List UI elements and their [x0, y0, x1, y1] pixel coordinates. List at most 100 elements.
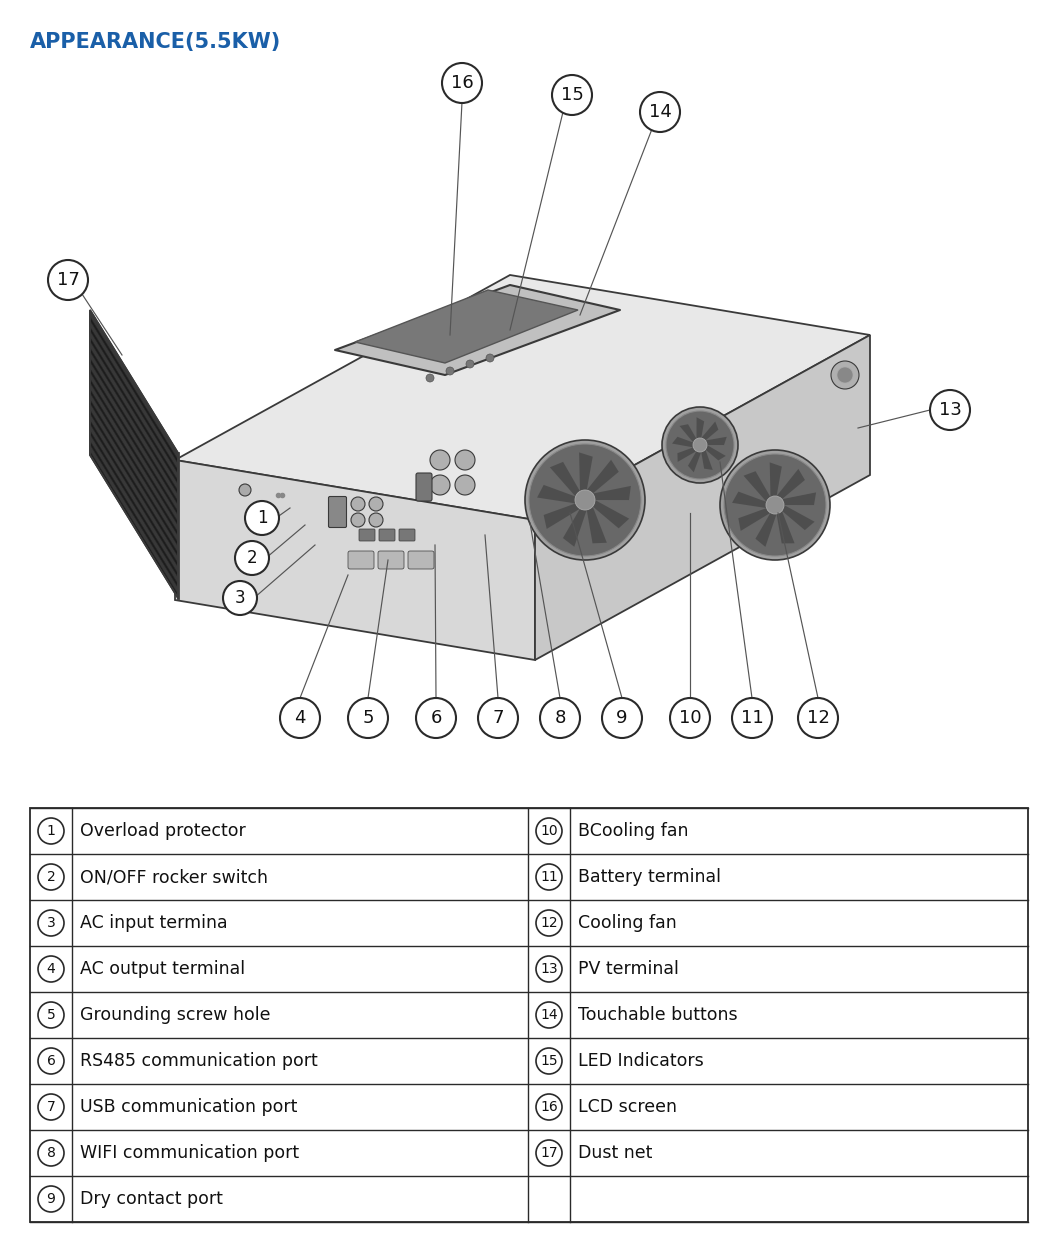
Polygon shape [90, 445, 178, 595]
Polygon shape [550, 462, 585, 501]
Text: 15: 15 [561, 85, 583, 104]
Circle shape [720, 450, 830, 560]
Text: Battery terminal: Battery terminal [578, 869, 721, 886]
Circle shape [223, 581, 257, 615]
Circle shape [536, 957, 562, 983]
Polygon shape [90, 372, 178, 522]
Polygon shape [679, 424, 700, 445]
Circle shape [430, 450, 450, 470]
Circle shape [38, 864, 64, 890]
Text: 15: 15 [541, 1054, 558, 1068]
Circle shape [837, 367, 853, 383]
Text: 2: 2 [47, 870, 55, 883]
Text: AC output terminal: AC output terminal [80, 960, 245, 978]
Circle shape [666, 411, 734, 479]
Circle shape [536, 1140, 562, 1166]
Polygon shape [700, 445, 712, 470]
Circle shape [442, 63, 482, 103]
FancyBboxPatch shape [359, 529, 375, 541]
Circle shape [38, 1140, 64, 1166]
Circle shape [732, 698, 772, 738]
Circle shape [602, 698, 642, 738]
Polygon shape [700, 445, 726, 461]
Text: 3: 3 [234, 589, 245, 607]
Circle shape [536, 864, 562, 890]
Circle shape [670, 698, 710, 738]
Circle shape [430, 475, 450, 496]
Polygon shape [700, 437, 727, 445]
Polygon shape [579, 452, 593, 501]
Circle shape [466, 361, 474, 368]
Polygon shape [90, 321, 178, 470]
Circle shape [831, 361, 859, 389]
Text: WIFI communication port: WIFI communication port [80, 1144, 299, 1162]
Circle shape [536, 1002, 562, 1028]
Polygon shape [756, 506, 777, 546]
Circle shape [38, 909, 64, 935]
Circle shape [529, 444, 641, 556]
Text: 12: 12 [807, 709, 829, 727]
Circle shape [724, 453, 826, 556]
Polygon shape [537, 484, 585, 503]
Polygon shape [688, 445, 702, 472]
Circle shape [552, 76, 591, 115]
Text: 5: 5 [363, 709, 374, 727]
Polygon shape [585, 486, 631, 501]
Polygon shape [90, 352, 178, 501]
Text: 2: 2 [247, 549, 258, 567]
Circle shape [48, 260, 88, 300]
Polygon shape [696, 418, 704, 445]
Text: AC input termina: AC input termina [80, 914, 228, 932]
Circle shape [798, 698, 838, 738]
Circle shape [245, 501, 279, 535]
Circle shape [38, 1186, 64, 1212]
Circle shape [693, 439, 707, 452]
FancyBboxPatch shape [378, 551, 404, 569]
Text: 17: 17 [56, 271, 80, 289]
Polygon shape [700, 421, 719, 445]
Circle shape [348, 698, 388, 738]
Polygon shape [335, 285, 620, 375]
Text: 16: 16 [450, 74, 474, 92]
Circle shape [478, 698, 518, 738]
Text: 9: 9 [47, 1192, 55, 1206]
Circle shape [536, 1048, 562, 1074]
Text: 6: 6 [430, 709, 442, 727]
Text: 9: 9 [616, 709, 628, 727]
Circle shape [426, 374, 434, 382]
Polygon shape [90, 341, 178, 491]
Circle shape [536, 818, 562, 844]
Circle shape [369, 497, 383, 510]
Polygon shape [770, 462, 782, 506]
Polygon shape [672, 437, 700, 447]
Circle shape [38, 1094, 64, 1120]
Text: Cooling fan: Cooling fan [578, 914, 676, 932]
Circle shape [446, 367, 454, 375]
Circle shape [525, 440, 644, 560]
Text: 7: 7 [492, 709, 504, 727]
Text: 16: 16 [541, 1100, 558, 1114]
Polygon shape [585, 460, 619, 501]
Text: 8: 8 [554, 709, 566, 727]
Polygon shape [175, 275, 870, 520]
Polygon shape [544, 501, 585, 529]
Circle shape [930, 390, 970, 430]
Circle shape [640, 92, 681, 133]
FancyBboxPatch shape [329, 497, 347, 528]
Text: 17: 17 [541, 1146, 558, 1160]
Text: Dry contact port: Dry contact port [80, 1189, 223, 1208]
Text: Grounding screw hole: Grounding screw hole [80, 1006, 270, 1023]
Text: 13: 13 [938, 401, 961, 419]
Text: 14: 14 [541, 1009, 558, 1022]
Circle shape [416, 698, 456, 738]
Polygon shape [175, 460, 535, 660]
Text: 11: 11 [541, 870, 558, 883]
Circle shape [575, 489, 595, 510]
FancyBboxPatch shape [416, 473, 432, 501]
Circle shape [485, 354, 494, 362]
Polygon shape [739, 506, 775, 532]
Circle shape [455, 450, 475, 470]
Polygon shape [90, 310, 178, 460]
Polygon shape [563, 501, 587, 546]
Text: RS485 communication port: RS485 communication port [80, 1052, 318, 1070]
